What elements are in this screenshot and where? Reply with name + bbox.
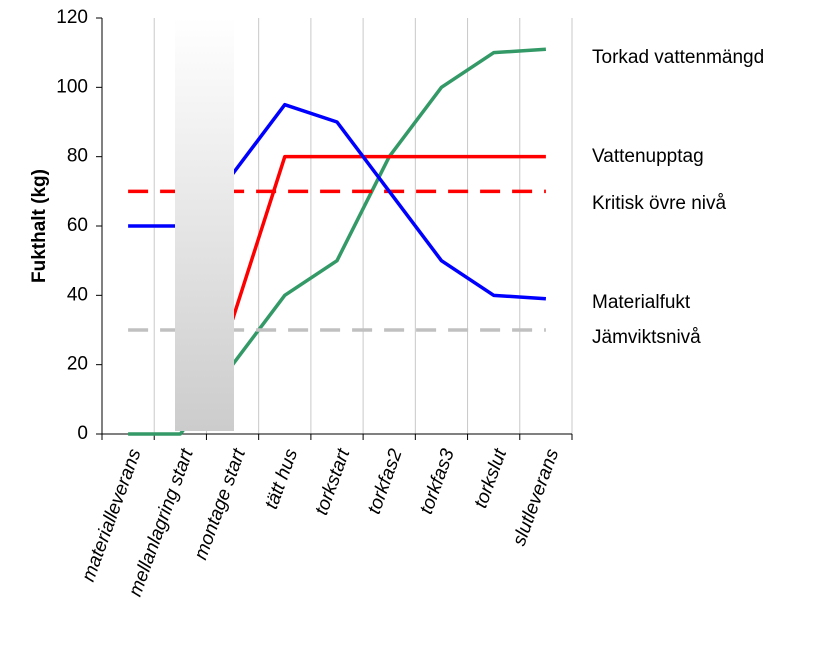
y-axis-label: Fukthalt (kg) [29,169,50,283]
y-tick-label: 40 [67,284,88,305]
series-line [230,154,546,321]
x-tick-label: torkfas3 [416,446,459,517]
y-tick-label: 0 [77,423,88,444]
x-tick-label: torkslut [470,446,511,511]
series-label: Materialfukt [592,292,691,313]
x-tick-label: torkstart [311,446,354,518]
labels: 020406080100120materialleveransmellanlag… [56,7,764,599]
y-tick-label: 20 [67,354,88,375]
overlay-box [175,18,234,431]
x-tick-label: montage start [191,446,251,563]
x-tick-label: torkfas2 [364,446,407,517]
x-tick-label: slutleverans [509,446,564,549]
y-tick-label: 100 [56,76,88,97]
series-label: Jämviktsnivå [592,327,701,348]
series-label: Torkad vattenmängd [592,47,764,68]
series-label: Vattenupptag [592,146,704,167]
y-tick-label: 120 [56,7,88,28]
plot-background [96,17,573,440]
y-tick-label: 80 [67,146,88,167]
x-tick-label: tätt hus [261,446,302,512]
y-tick-label: 60 [67,215,88,236]
series-label: Kritisk övre nivå [592,193,727,214]
